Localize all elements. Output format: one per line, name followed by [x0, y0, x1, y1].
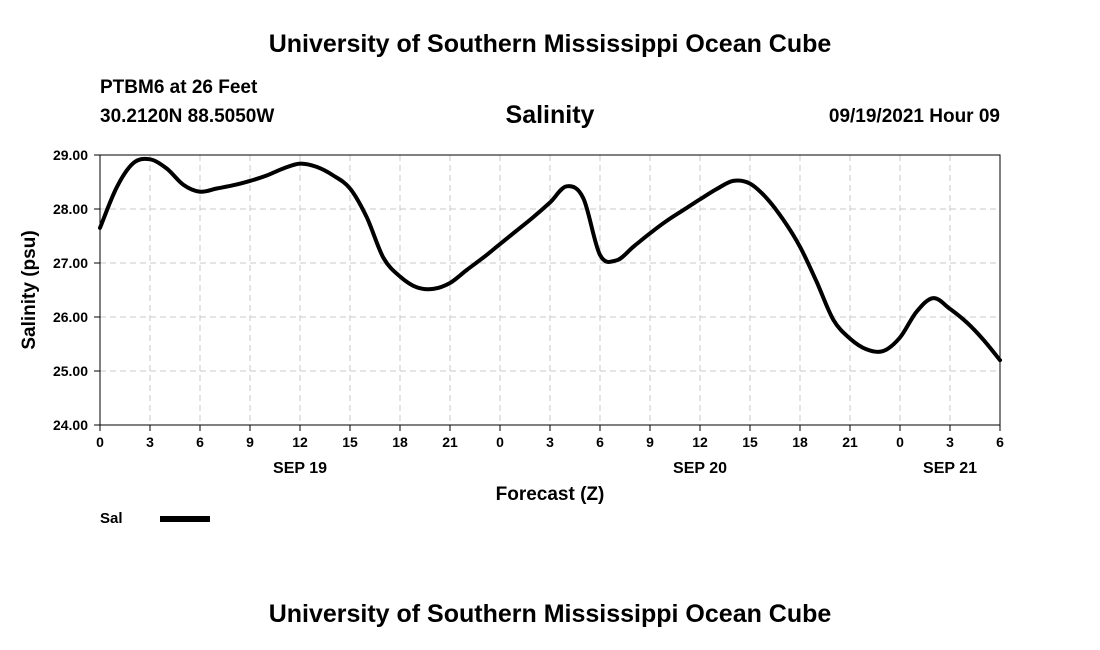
x-tick-label: 0 [96, 434, 104, 450]
x-tick-label: 12 [692, 434, 708, 450]
y-axis-title: Salinity (psu) [19, 230, 40, 349]
x-tick-label: 18 [392, 434, 408, 450]
x-tick-label: 21 [442, 434, 458, 450]
x-tick-label: 3 [146, 434, 154, 450]
legend-swatch [160, 515, 210, 522]
institution-title-top: University of Southern Mississippi Ocean… [268, 30, 832, 58]
y-tick-label: 29.00 [53, 147, 88, 163]
x-tick-label: 12 [292, 434, 308, 450]
x-tick-label: 6 [196, 434, 204, 450]
chart-title: Salinity [505, 101, 595, 129]
x-tick-label: 9 [246, 434, 254, 450]
date-label: SEP 19 [273, 460, 327, 477]
x-tick-label: 3 [546, 434, 554, 450]
x-tick-label: 21 [842, 434, 858, 450]
x-axis-title: Forecast (Z) [496, 484, 605, 505]
station-label: PTBM6 at 26 Feet [100, 77, 258, 98]
legend-label: Sal [100, 510, 123, 527]
x-tick-label: 15 [342, 434, 358, 450]
date-label: SEP 21 [923, 460, 977, 477]
grid-layer [100, 155, 1000, 425]
x-tick-label: 0 [496, 434, 504, 450]
institution-title-bottom: University of Southern Mississippi Ocean… [268, 600, 832, 628]
y-tick-label: 26.00 [53, 309, 88, 325]
x-tick-label: 15 [742, 434, 758, 450]
tick-layer: 0 3 6 9 12 15 18 21 0 3 6 9 12 15 18 21 0 3 6 24.00 25.00 26.… [53, 147, 1004, 477]
x-tick-label: 0 [896, 434, 904, 450]
legend: Sal [100, 510, 210, 527]
timestamp-label: 09/19/2021 Hour 09 [828, 106, 1000, 127]
salinity-series-line [98, 156, 1002, 363]
y-tick-label: 25.00 [53, 363, 88, 379]
coordinates-label: 30.2120N 88.5050W [100, 106, 275, 127]
date-label: SEP 20 [673, 460, 727, 477]
y-tick-label: 28.00 [53, 201, 88, 217]
x-tick-label: 6 [596, 434, 604, 450]
x-tick-label: 6 [996, 434, 1004, 450]
x-tick-label: 9 [646, 434, 654, 450]
y-tick-label: 27.00 [53, 255, 88, 271]
x-tick-label: 18 [792, 434, 808, 450]
x-tick-label: 3 [946, 434, 954, 450]
y-tick-label: 24.00 [53, 417, 88, 433]
